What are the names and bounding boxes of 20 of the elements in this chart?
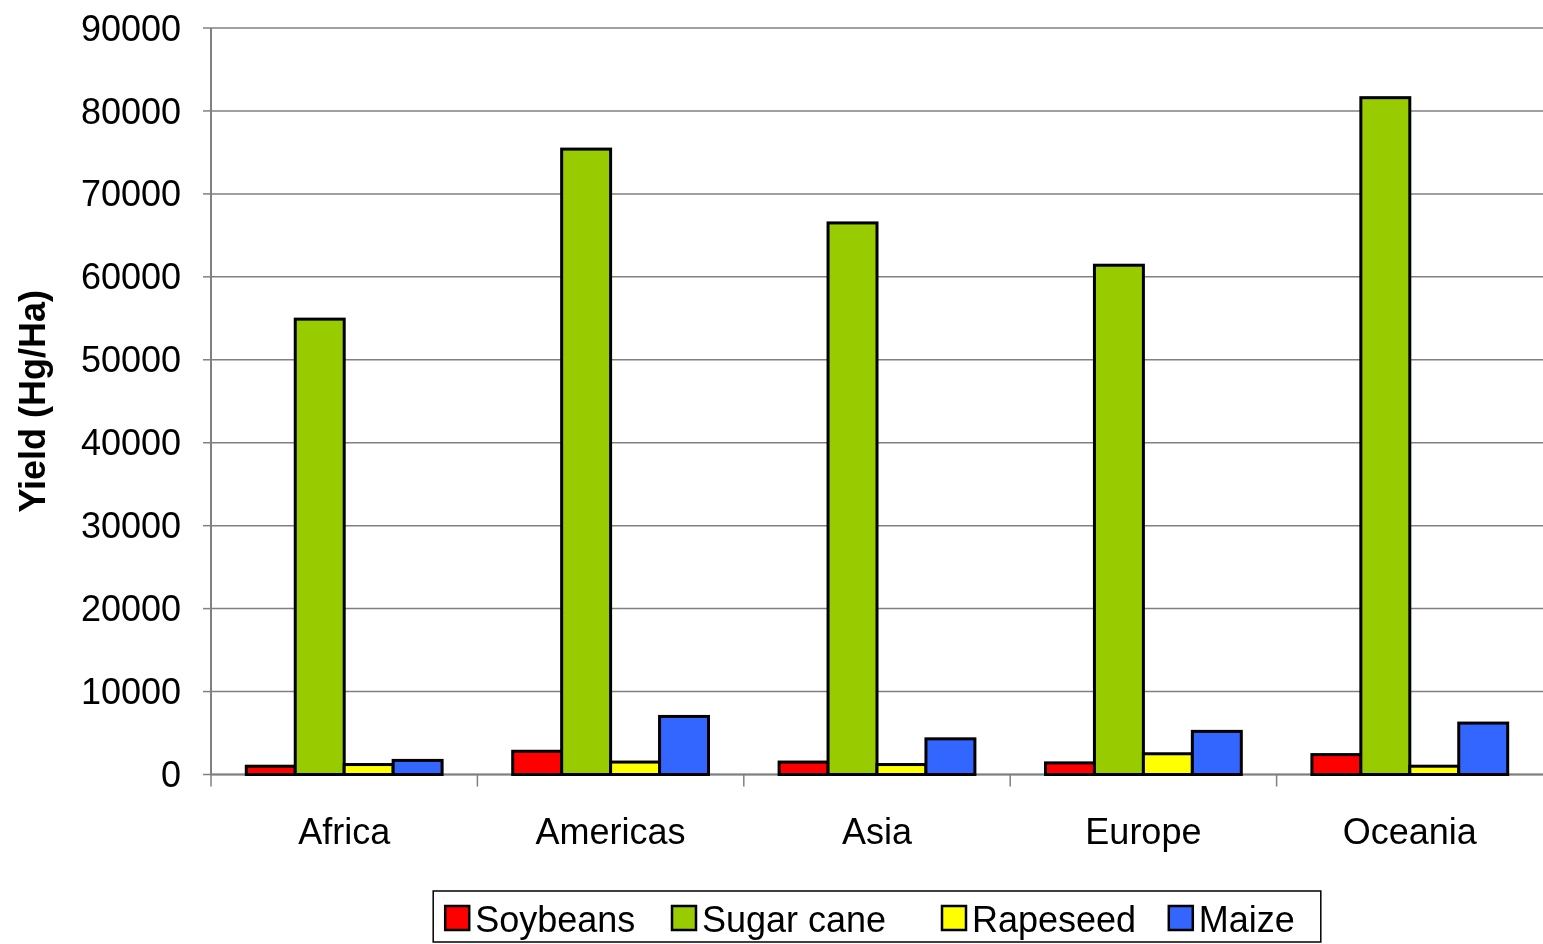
- y-tick-label: 30000: [80, 505, 181, 547]
- x-tick-label: Africa: [298, 810, 392, 852]
- legend-label: Maize: [1198, 898, 1295, 940]
- x-tick-label: Asia: [841, 810, 913, 852]
- y-tick-label: 0: [160, 754, 181, 796]
- y-tick-label: 80000: [80, 90, 181, 132]
- y-tick-label: 70000: [80, 173, 181, 215]
- x-tick-label: Europe: [1085, 810, 1202, 852]
- legend-label: Rapeseed: [972, 898, 1137, 940]
- y-tick-label: 50000: [80, 339, 181, 381]
- y-axis-title: Yield (Hg/Ha): [11, 289, 53, 513]
- y-tick-label: 40000: [80, 422, 181, 464]
- y-tick-label: 90000: [80, 7, 181, 49]
- y-tick-label: 20000: [80, 588, 181, 630]
- legend-label: Sugar cane: [702, 898, 887, 940]
- x-tick-label: Americas: [535, 810, 686, 852]
- y-tick-label: 60000: [80, 256, 181, 298]
- x-tick-label: Oceania: [1342, 810, 1478, 852]
- y-tick-label: 10000: [80, 671, 181, 713]
- legend-label: Soybeans: [475, 898, 636, 940]
